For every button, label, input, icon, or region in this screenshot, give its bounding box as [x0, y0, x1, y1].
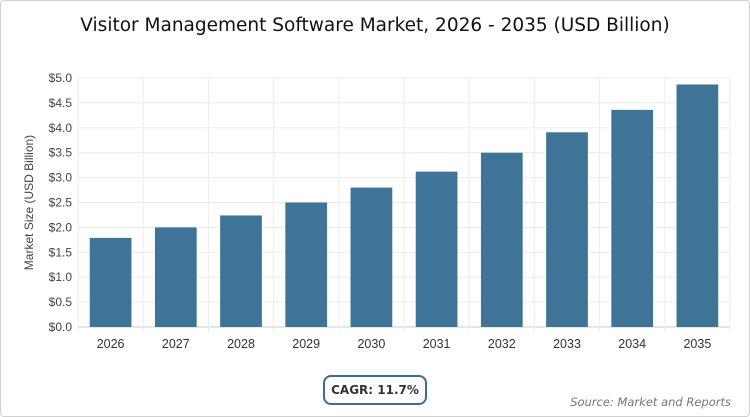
bar-2033 — [546, 132, 588, 327]
y-tick-label: $3.5 — [49, 146, 73, 160]
y-tick-label: $0.5 — [49, 295, 73, 309]
x-tick-label: 2031 — [423, 337, 451, 351]
y-tick-label: $5.0 — [49, 71, 73, 85]
y-tick-label: $3.0 — [49, 171, 73, 185]
y-tick-label: $4.0 — [49, 121, 73, 135]
x-tick-label: 2029 — [292, 337, 320, 351]
bar-2029 — [285, 202, 328, 327]
x-tick-label: 2028 — [227, 337, 255, 351]
bar-2031 — [415, 171, 458, 327]
source-note: Source: Market and Reports — [570, 395, 731, 409]
y-tick-label: $2.5 — [49, 196, 73, 210]
x-tick-label: 2027 — [162, 337, 190, 351]
bar-2027 — [154, 227, 197, 327]
y-tick-label: $1.5 — [49, 245, 73, 259]
y-tick-label: $4.5 — [49, 96, 73, 110]
cagr-badge: CAGR: 11.7% — [323, 375, 427, 405]
bar-2026 — [89, 237, 132, 327]
x-tick-label: 2026 — [97, 337, 125, 351]
bar-2034 — [611, 109, 654, 327]
bar-2035 — [676, 84, 719, 327]
y-tick-label: $2.0 — [49, 220, 73, 234]
x-tick-label: 2030 — [357, 337, 385, 351]
y-axis-label: Market Size (USD Billion) — [22, 135, 36, 270]
bar-2030 — [350, 187, 393, 327]
bar-2032 — [480, 152, 523, 327]
chart-title: Visitor Management Software Market, 2026… — [80, 15, 670, 36]
bar-2028 — [220, 215, 262, 327]
x-tick-label: 2034 — [618, 337, 646, 351]
x-tick-label: 2033 — [553, 337, 581, 351]
x-tick-label: 2035 — [683, 337, 711, 351]
y-tick-label: $1.0 — [49, 270, 73, 284]
x-tick-label: 2032 — [488, 337, 516, 351]
y-tick-label: $0.0 — [49, 320, 73, 334]
